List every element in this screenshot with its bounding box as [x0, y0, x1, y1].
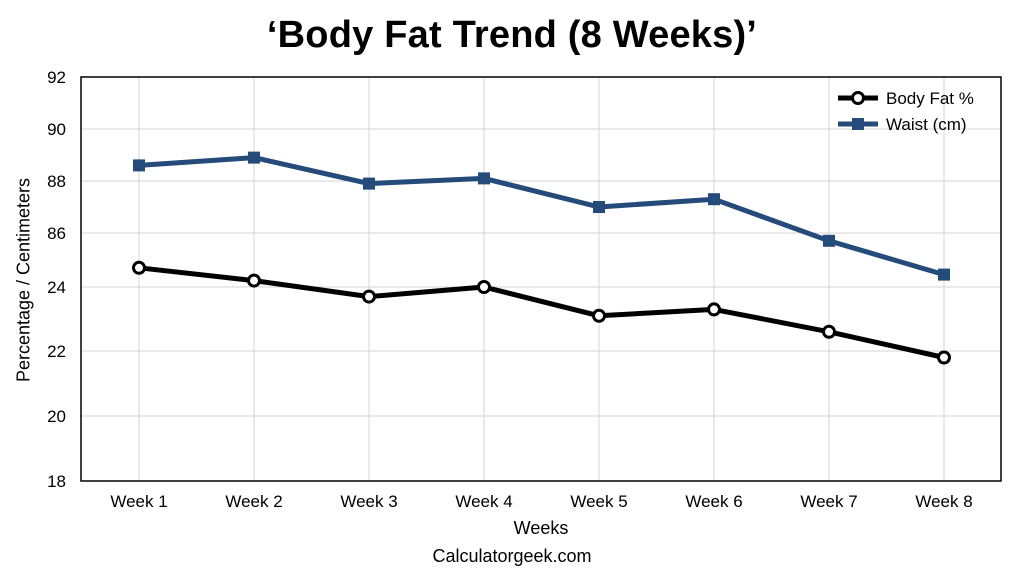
- legend-label: Waist (cm): [886, 115, 967, 134]
- legend-marker: [852, 118, 864, 130]
- y-tick-label: 20: [47, 407, 66, 426]
- data-point-waist-cm: [593, 201, 605, 213]
- x-tick-label: Week 7: [800, 492, 857, 511]
- data-point-waist-cm: [823, 234, 835, 247]
- x-tick-label: Week 5: [570, 492, 627, 511]
- x-axis-ticks: Week 1 Week 2 Week 3 Week 4 Week 5 Week 6 Week…: [110, 492, 972, 511]
- data-point-body-fat: [822, 324, 836, 339]
- data-point-waist-cm: [248, 151, 260, 164]
- data-point-waist-cm: [133, 159, 145, 172]
- x-tick-label: Week 4: [455, 492, 512, 511]
- data-point-waist-cm: [478, 172, 490, 185]
- legend-label: Body Fat %: [886, 89, 974, 108]
- data-point-body-fat: [362, 289, 376, 304]
- data-point-body-fat: [592, 308, 606, 323]
- data-point-waist-cm: [938, 268, 950, 281]
- x-tick-label: Week 6: [685, 492, 742, 511]
- source-credit: Calculatorgeek.com: [432, 546, 592, 566]
- y-tick-label: 86: [47, 224, 66, 243]
- data-point-waist-cm: [708, 193, 720, 206]
- data-point-body-fat: [132, 260, 146, 275]
- x-tick-label: Week 2: [225, 492, 282, 511]
- data-point-body-fat: [477, 280, 491, 294]
- data-point-body-fat: [247, 273, 261, 288]
- legend-marker: [851, 91, 865, 105]
- series-group: [132, 151, 951, 365]
- y-tick-label: 88: [47, 172, 66, 191]
- chart-title: ‘Body Fat Trend (8 Weeks)’: [266, 14, 758, 56]
- x-tick-label: Week 8: [915, 492, 972, 511]
- x-tick-label: Week 3: [340, 492, 397, 511]
- y-tick-label: 22: [47, 342, 66, 361]
- data-point-waist-cm: [363, 177, 375, 190]
- series-line-body-fat: [136, 265, 947, 360]
- y-axis-label: Percentage / Centimeters: [13, 177, 34, 383]
- data-point-body-fat: [707, 302, 721, 317]
- y-tick-label: 24: [47, 278, 66, 297]
- y-tick-label: 18: [47, 472, 66, 491]
- grid-lines: [81, 77, 1001, 481]
- series-line-waist-cm: [136, 155, 947, 278]
- legend: Body Fat % Waist (cm): [838, 89, 974, 134]
- y-tick-label: 90: [47, 120, 66, 139]
- y-tick-label: 92: [47, 68, 66, 87]
- y-axis-ticks: 92 90 88 86 24 22 20 18: [47, 68, 66, 491]
- data-point-body-fat: [937, 350, 951, 365]
- x-tick-label: Week 1: [110, 492, 167, 511]
- plot-frame: [80, 76, 1002, 482]
- x-axis-label: Weeks: [513, 518, 569, 538]
